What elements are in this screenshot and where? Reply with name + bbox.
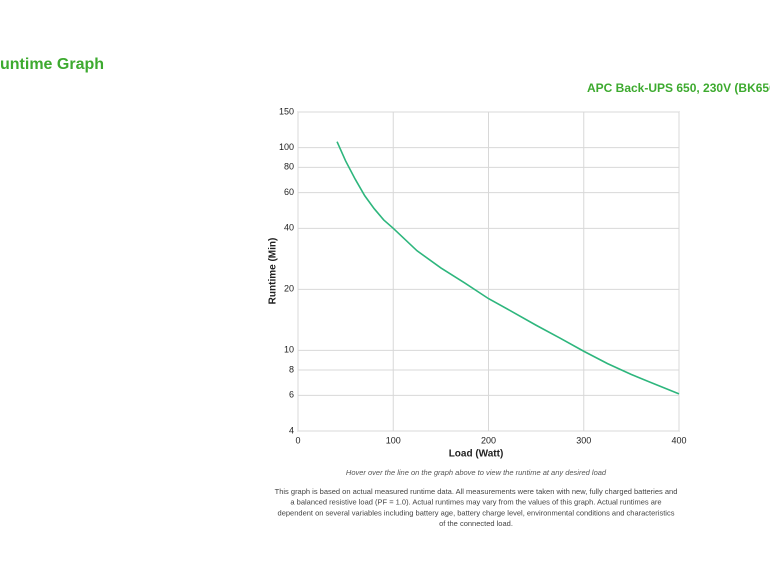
product-name: APC Back-UPS 650, 230V (BK650 — [587, 81, 770, 95]
note-line: of the connected load. — [439, 519, 513, 528]
y-axis-label: Runtime (Min) — [268, 238, 279, 305]
note: This graph is based on actual measured r… — [275, 487, 678, 528]
x-axis-label: Load (Watt) — [449, 449, 504, 460]
note-line: This graph is based on actual measured r… — [275, 487, 678, 496]
hint: Hover over the line on the graph above t… — [346, 468, 607, 477]
y-tick-label: 4 — [289, 425, 294, 435]
runtime-curve — [336, 141, 680, 395]
y-tick-label: 100 — [279, 142, 294, 152]
y-tick-label: 20 — [284, 284, 294, 294]
y-tick-label: 60 — [284, 187, 294, 197]
note-line: dependent on several variables including… — [278, 508, 675, 517]
page-title: untime Graph — [0, 56, 104, 73]
y-tick-label: 80 — [284, 162, 294, 172]
y-tick-label: 10 — [284, 345, 294, 355]
x-tick-label: 300 — [576, 435, 591, 445]
y-tick-label: 150 — [279, 106, 294, 116]
y-tick-label: 8 — [289, 364, 294, 374]
x-tick-label: 100 — [386, 435, 401, 445]
x-tick-label: 400 — [671, 435, 686, 445]
note-line: a balanced resistive load (PF = 1.0). Ac… — [290, 498, 661, 507]
x-tick-label: 200 — [481, 435, 496, 445]
x-tick-label: 0 — [295, 435, 300, 445]
y-tick-label: 6 — [289, 390, 294, 400]
y-tick-label: 40 — [284, 223, 294, 233]
